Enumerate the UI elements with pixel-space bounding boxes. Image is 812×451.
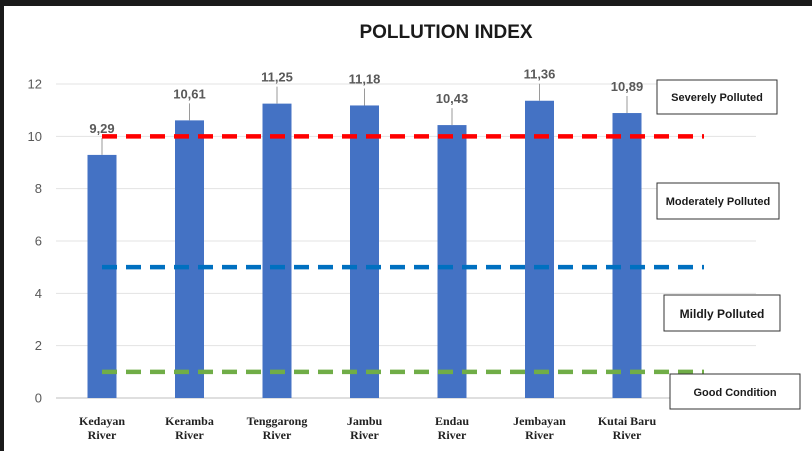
gridlines (56, 83, 756, 399)
x-axis-categories: KedayanRiverKerambaRiverTenggarongRiverJ… (79, 414, 657, 442)
x-category-label: Keramba (165, 414, 214, 428)
data-label: 11,25 (261, 70, 293, 85)
y-tick-label: 8 (35, 181, 42, 196)
status-label-severely-polluted: Severely Polluted (656, 79, 778, 115)
status-label-text: Moderately Polluted (666, 196, 771, 208)
data-label: 10,61 (173, 86, 206, 101)
x-category-label: Kedayan (79, 414, 125, 428)
x-category-label: River (88, 428, 117, 442)
y-tick-label: 10 (28, 129, 42, 144)
data-label-leaders (101, 83, 628, 155)
bar (87, 154, 117, 398)
status-label-text: Severely Polluted (671, 92, 763, 104)
chart-title: POLLUTION INDEX (359, 22, 532, 43)
bar (262, 103, 292, 398)
x-category-label: Tenggarong (247, 414, 308, 428)
x-category-label: River (613, 428, 642, 442)
y-tick-label: 6 (35, 234, 42, 249)
y-axis-ticks: 0 2 4 6 8 10 12 (28, 77, 42, 406)
x-category-label: River (175, 428, 204, 442)
data-label: 11,36 (524, 67, 556, 82)
bar (350, 105, 379, 398)
bar (175, 120, 204, 398)
status-label-text: Good Condition (693, 387, 776, 399)
data-label: 11,18 (349, 71, 381, 86)
bar (525, 100, 554, 398)
x-category-label: River (350, 428, 379, 442)
x-category-label: River (263, 428, 292, 442)
data-labels: 9,29 10,61 11,25 11,18 10,43 11,36 10,89 (89, 67, 643, 136)
bars (87, 100, 642, 399)
data-label: 10,89 (611, 79, 644, 94)
status-label-good-condition: Good Condition (669, 373, 801, 410)
bar (437, 125, 467, 398)
status-label-text: Mildly Polluted (680, 307, 765, 321)
status-label-mildly-polluted: Mildly Polluted (663, 294, 781, 332)
x-category-label: River (525, 428, 554, 442)
y-tick-label: 12 (28, 77, 42, 92)
pollution-index-chart: 0 2 4 6 8 10 12 9,29 10,61 11,25 11,18 10,43 11,36 1… (28, 22, 801, 442)
y-tick-label: 0 (35, 391, 42, 406)
data-label: 9,29 (89, 121, 114, 136)
threshold-lines (102, 134, 704, 375)
data-label: 10,43 (436, 91, 469, 106)
x-category-label: Jambu (347, 414, 383, 428)
y-tick-label: 2 (35, 338, 42, 353)
x-category-label: River (438, 428, 467, 442)
bar (612, 113, 642, 399)
x-category-label: Kutai Baru (598, 414, 657, 428)
y-tick-label: 4 (35, 286, 42, 301)
x-category-label: Endau (435, 414, 469, 428)
status-label-moderately-polluted: Moderately Polluted (656, 182, 780, 220)
x-category-label: Jembayan (513, 414, 566, 428)
